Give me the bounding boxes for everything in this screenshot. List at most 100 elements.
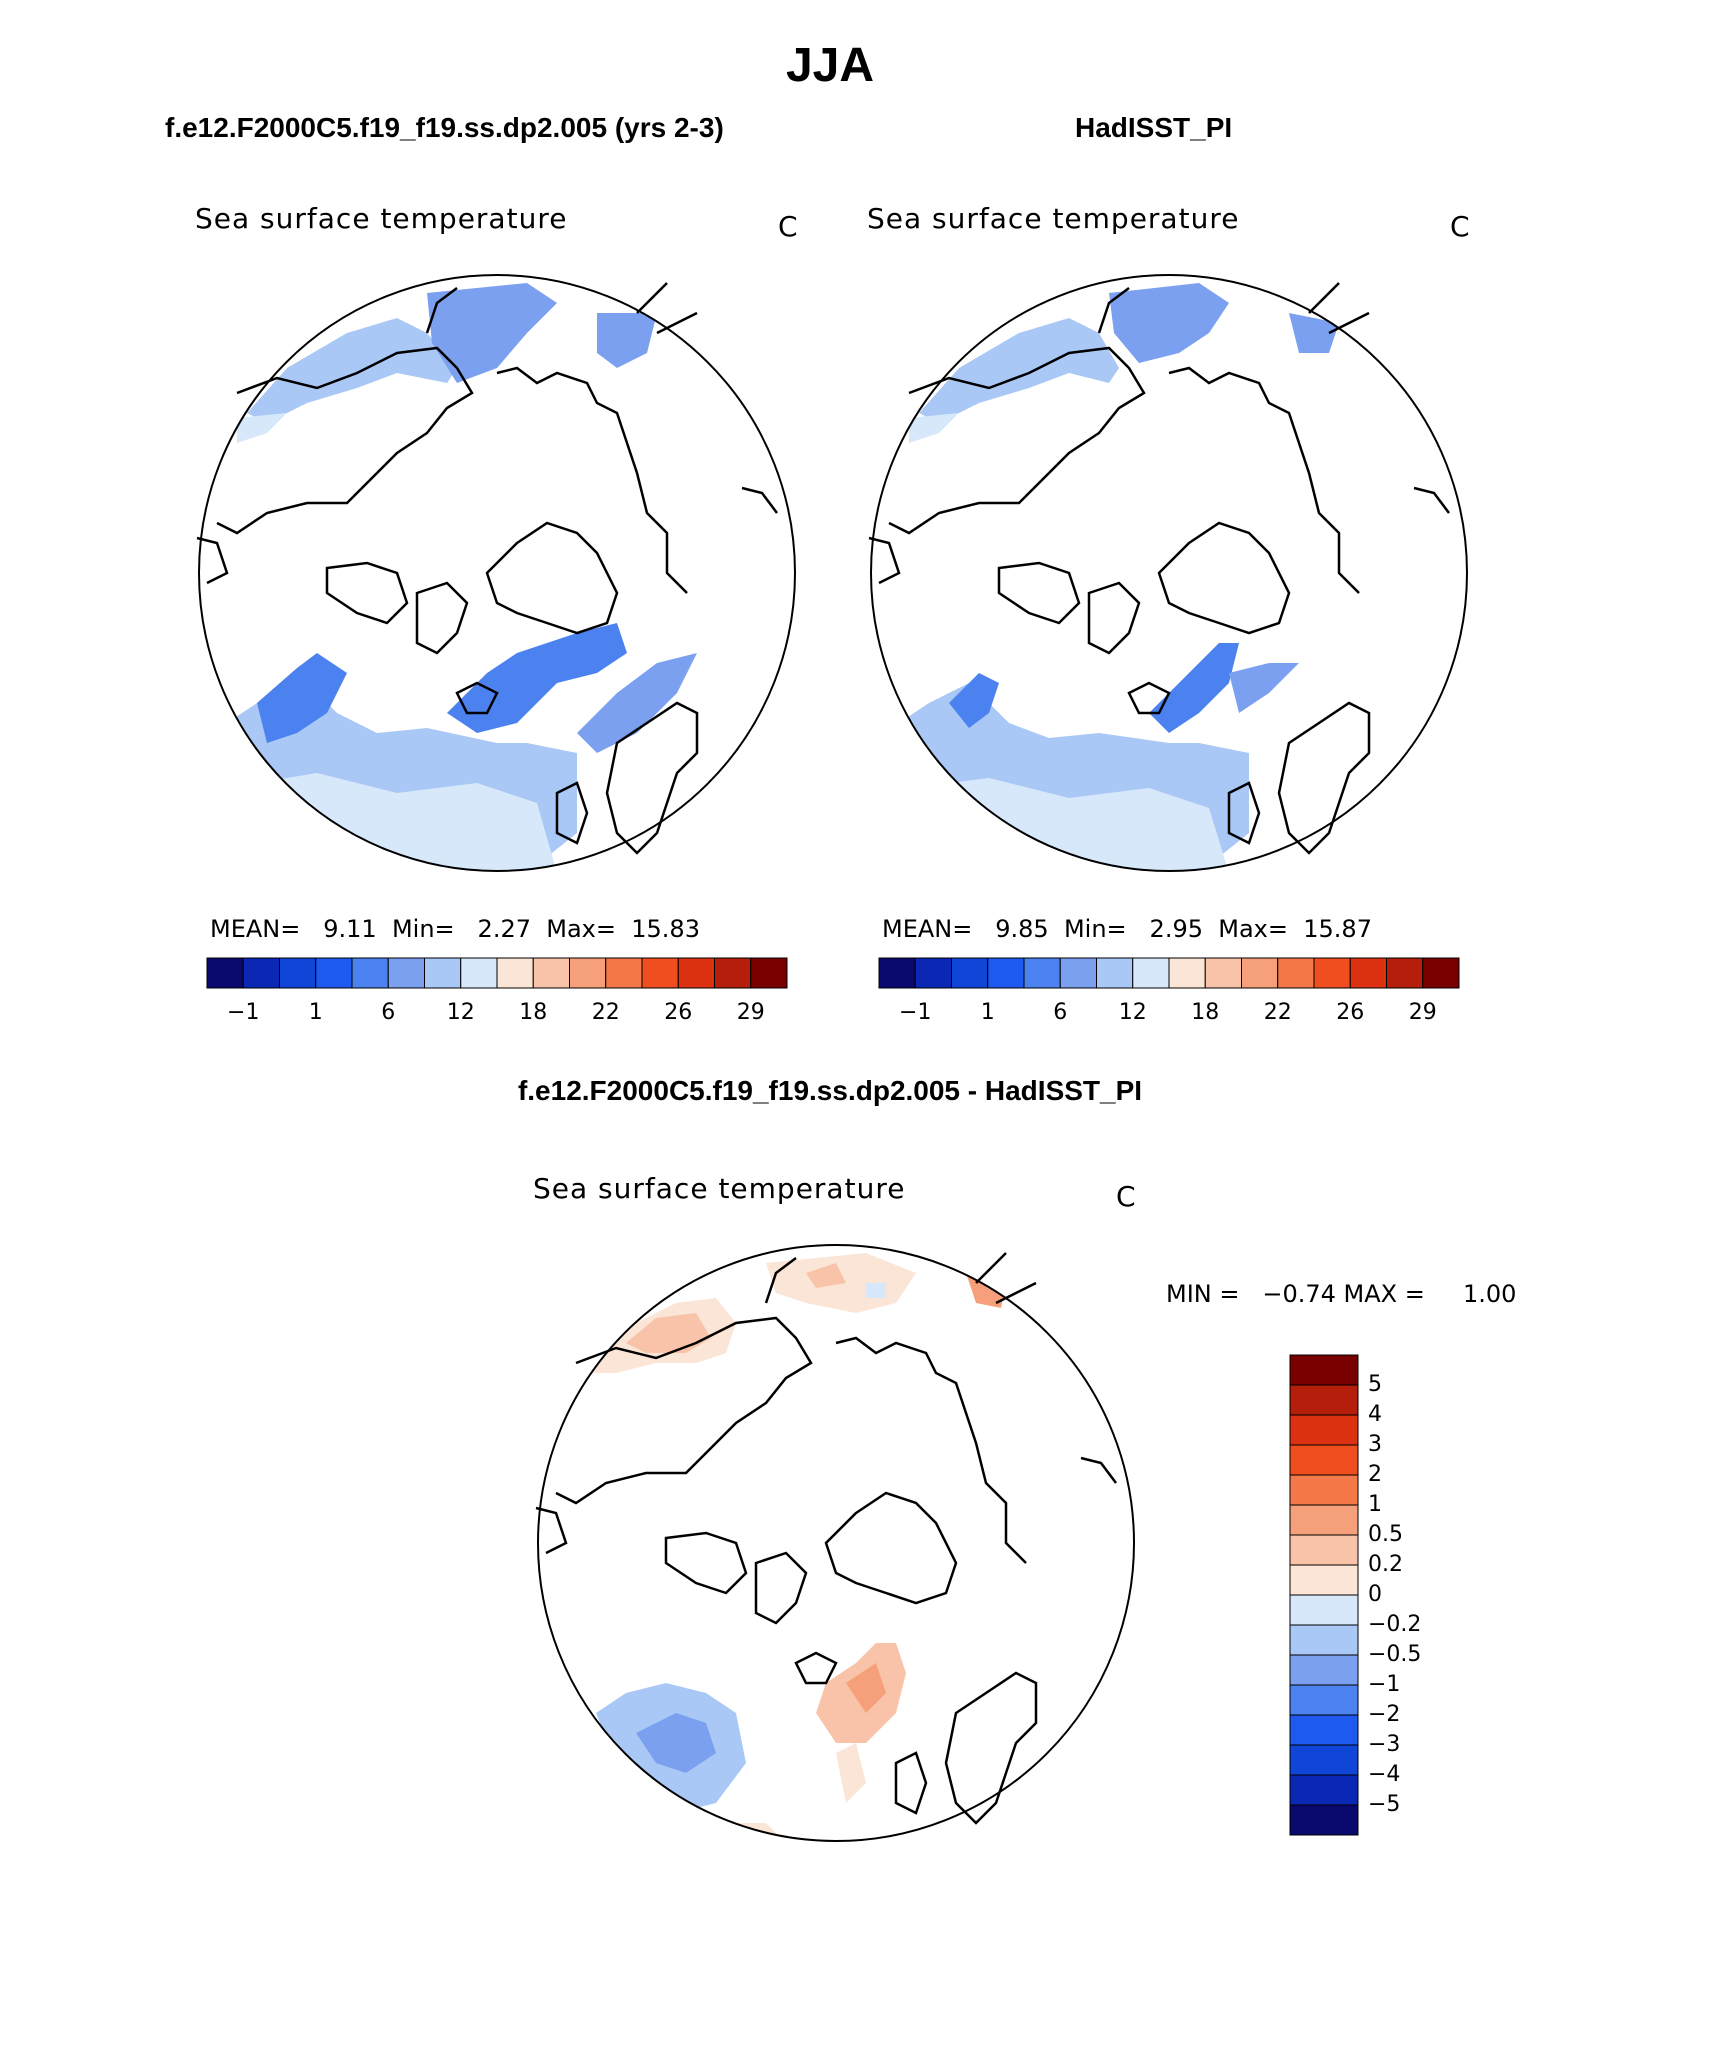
right-colorbar: [878, 957, 1460, 989]
right-colorbar-swatch: [1277, 957, 1315, 989]
right-colorbar-swatch: [1204, 957, 1242, 989]
left-colorbar-tick: 12: [446, 1000, 475, 1025]
right-min-label: Min=: [1063, 915, 1127, 943]
left-colorbar-swatch: [532, 957, 570, 989]
right-variable-label: Sea surface temperature: [867, 202, 1240, 235]
left-colorbar-tick: 1: [308, 1000, 323, 1025]
right-colorbar-svg: [878, 957, 1460, 989]
left-min-value: 2.27: [477, 915, 531, 943]
diff-colorbar-tick: −1: [1368, 1672, 1401, 1697]
left-colorbar-tick: 18: [519, 1000, 548, 1025]
diff-panel-title: f.e12.F2000C5.f19_f19.ss.dp2.005 - HadIS…: [517, 1075, 1143, 1106]
right-colorbar-swatch: [1313, 957, 1351, 989]
diff-colorbar-swatch: [1289, 1444, 1359, 1476]
right-min-value: 2.95: [1149, 915, 1203, 943]
right-colorbar-swatch: [1096, 957, 1134, 989]
diff-colorbar-swatch: [1289, 1714, 1359, 1746]
left-stats: MEAN= 9.11 Min= 2.27 Max= 15.83: [210, 915, 700, 943]
diff-polar-map: [535, 1244, 1135, 1842]
diff-colorbar-tick: 0: [1368, 1582, 1382, 1607]
left-colorbar-swatch: [206, 957, 244, 989]
diff-colorbar-swatch: [1289, 1384, 1359, 1416]
diff-colorbar-swatch: [1289, 1354, 1359, 1386]
left-colorbar-swatch: [677, 957, 715, 989]
right-max-value: 15.87: [1303, 915, 1372, 943]
left-max-label: Max=: [546, 915, 616, 943]
left-max-value: 15.83: [631, 915, 700, 943]
right-colorbar-swatch: [1386, 957, 1424, 989]
figure-title: JJA: [785, 39, 875, 92]
right-colorbar-tick: 22: [1263, 1000, 1292, 1025]
right-colorbar-tick: 29: [1408, 1000, 1437, 1025]
diff-colorbar-swatch: [1289, 1804, 1359, 1836]
diff-colorbar-tick: 1: [1368, 1492, 1382, 1517]
left-colorbar-tick: 6: [381, 1000, 396, 1025]
right-colorbar-tick: 26: [1336, 1000, 1365, 1025]
right-colorbar-tick: 1: [980, 1000, 995, 1025]
diff-colorbar-tick: −0.2: [1368, 1612, 1422, 1637]
left-mean-label: MEAN=: [210, 915, 301, 943]
diff-colorbar-svg: [1289, 1354, 1359, 1836]
diff-colorbar-swatch: [1289, 1564, 1359, 1596]
left-min-label: Min=: [391, 915, 455, 943]
diff-colorbar: [1289, 1354, 1359, 1836]
diff-colorbar-tick: −5: [1368, 1792, 1401, 1817]
diff-colorbar-swatch: [1289, 1474, 1359, 1506]
right-colorbar-ticks: −1 1 6 12 18 22 26 29: [879, 1000, 1459, 1030]
left-polar-map: [196, 274, 796, 872]
left-colorbar-tick: −1: [227, 1000, 260, 1025]
diff-colorbar-swatch: [1289, 1654, 1359, 1686]
left-colorbar-tick: 22: [591, 1000, 620, 1025]
diff-colorbar-swatch: [1289, 1684, 1359, 1716]
right-polar-map: [868, 274, 1468, 872]
diff-colorbar-ticks: 5 4 3 2 1 0.5 0.2 0 −0.2 −0.5 −1 −2 −3 −4 −5: [1368, 1355, 1468, 1835]
left-unit-label: C: [778, 210, 798, 243]
right-colorbar-swatch: [1168, 957, 1206, 989]
diff-colorbar-tick: 3: [1368, 1432, 1382, 1457]
diff-colorbar-tick: −3: [1368, 1732, 1401, 1757]
diff-colorbar-swatch: [1289, 1504, 1359, 1536]
left-colorbar-ticks: −1 1 6 12 18 22 26 29: [207, 1000, 787, 1030]
left-colorbar-swatch: [496, 957, 534, 989]
right-colorbar-swatch: [878, 957, 916, 989]
diff-colorbar-tick: 4: [1368, 1402, 1382, 1427]
left-colorbar-swatch: [569, 957, 607, 989]
diff-colorbar-swatch: [1289, 1774, 1359, 1806]
left-colorbar-swatch: [641, 957, 679, 989]
left-colorbar: [206, 957, 788, 989]
diff-colorbar-swatch: [1289, 1534, 1359, 1566]
left-colorbar-swatch: [315, 957, 353, 989]
diff-colorbar-swatch: [1289, 1414, 1359, 1446]
diff-colorbar-tick: −0.5: [1368, 1642, 1422, 1667]
right-colorbar-tick: 12: [1118, 1000, 1147, 1025]
right-stats: MEAN= 9.85 Min= 2.95 Max= 15.87: [882, 915, 1372, 943]
left-colorbar-swatch: [279, 957, 317, 989]
left-colorbar-swatch: [750, 957, 788, 989]
diff-minmax: MIN = −0.74 MAX = 1.00: [1166, 1280, 1517, 1308]
diff-colorbar-swatch: [1289, 1594, 1359, 1626]
right-colorbar-swatch: [1132, 957, 1170, 989]
right-colorbar-swatch: [1349, 957, 1387, 989]
diff-colorbar-tick: 0.5: [1368, 1522, 1403, 1547]
left-colorbar-swatch: [351, 957, 389, 989]
left-mean-value: 9.11: [323, 915, 377, 943]
left-colorbar-swatch: [424, 957, 462, 989]
left-colorbar-swatch: [714, 957, 752, 989]
right-colorbar-tick: −1: [899, 1000, 932, 1025]
left-colorbar-svg: [206, 957, 788, 989]
diff-variable-label: Sea surface temperature: [533, 1172, 906, 1205]
right-colorbar-swatch: [987, 957, 1025, 989]
left-colorbar-swatch: [460, 957, 498, 989]
diff-colorbar-swatch: [1289, 1744, 1359, 1776]
right-colorbar-swatch: [1422, 957, 1460, 989]
diff-unit-label: C: [1116, 1180, 1136, 1213]
right-colorbar-swatch: [1241, 957, 1279, 989]
left-variable-label: Sea surface temperature: [195, 202, 568, 235]
left-colorbar-swatch: [242, 957, 280, 989]
diff-colorbar-tick: 0.2: [1368, 1552, 1403, 1577]
right-colorbar-swatch: [1059, 957, 1097, 989]
diff-colorbar-tick: −4: [1368, 1762, 1401, 1787]
right-mean-label: MEAN=: [882, 915, 973, 943]
left-colorbar-swatch: [605, 957, 643, 989]
left-colorbar-tick: 29: [736, 1000, 765, 1025]
